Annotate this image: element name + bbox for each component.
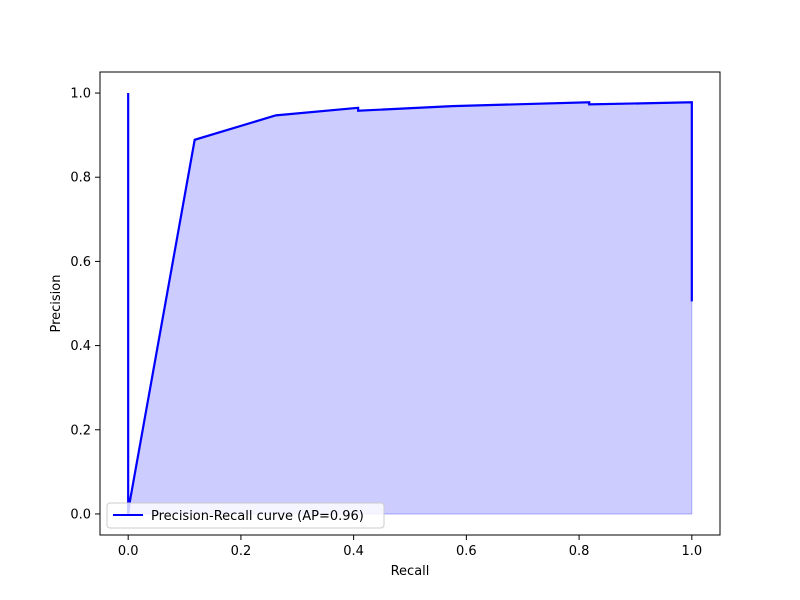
y-tick-label: 0.4 bbox=[70, 339, 91, 354]
y-axis-ticks: 0.0 0.2 0.4 0.6 0.8 1.0 bbox=[70, 87, 100, 522]
y-tick-label: 0.0 bbox=[70, 507, 91, 522]
axes-frame bbox=[99, 71, 721, 536]
y-tick-label: 0.6 bbox=[70, 255, 91, 270]
x-tick-label: 1.0 bbox=[681, 544, 702, 559]
y-tick-label: 0.8 bbox=[70, 171, 91, 186]
x-axis-ticks: 0.0 0.2 0.4 0.6 0.8 1.0 bbox=[118, 535, 702, 559]
x-tick-label: 0.2 bbox=[231, 544, 252, 559]
legend-entry-label: Precision-Recall curve (AP=0.96) bbox=[151, 509, 364, 524]
x-axis-title: Recall bbox=[391, 564, 430, 579]
x-tick-label: 0.6 bbox=[456, 544, 477, 559]
area-fill-layer bbox=[127, 93, 693, 515]
y-axis-title: Precision bbox=[49, 274, 64, 332]
y-tick-label: 1.0 bbox=[70, 87, 91, 102]
legend-box bbox=[106, 502, 385, 529]
area-under-curve bbox=[127, 93, 693, 515]
legend: Precision-Recall curve (AP=0.96) bbox=[106, 502, 385, 529]
x-tick-label: 0.4 bbox=[343, 544, 364, 559]
y-tick-label: 0.2 bbox=[70, 423, 91, 438]
x-tick-label: 0.8 bbox=[569, 544, 590, 559]
x-tick-label: 0.0 bbox=[118, 544, 139, 559]
